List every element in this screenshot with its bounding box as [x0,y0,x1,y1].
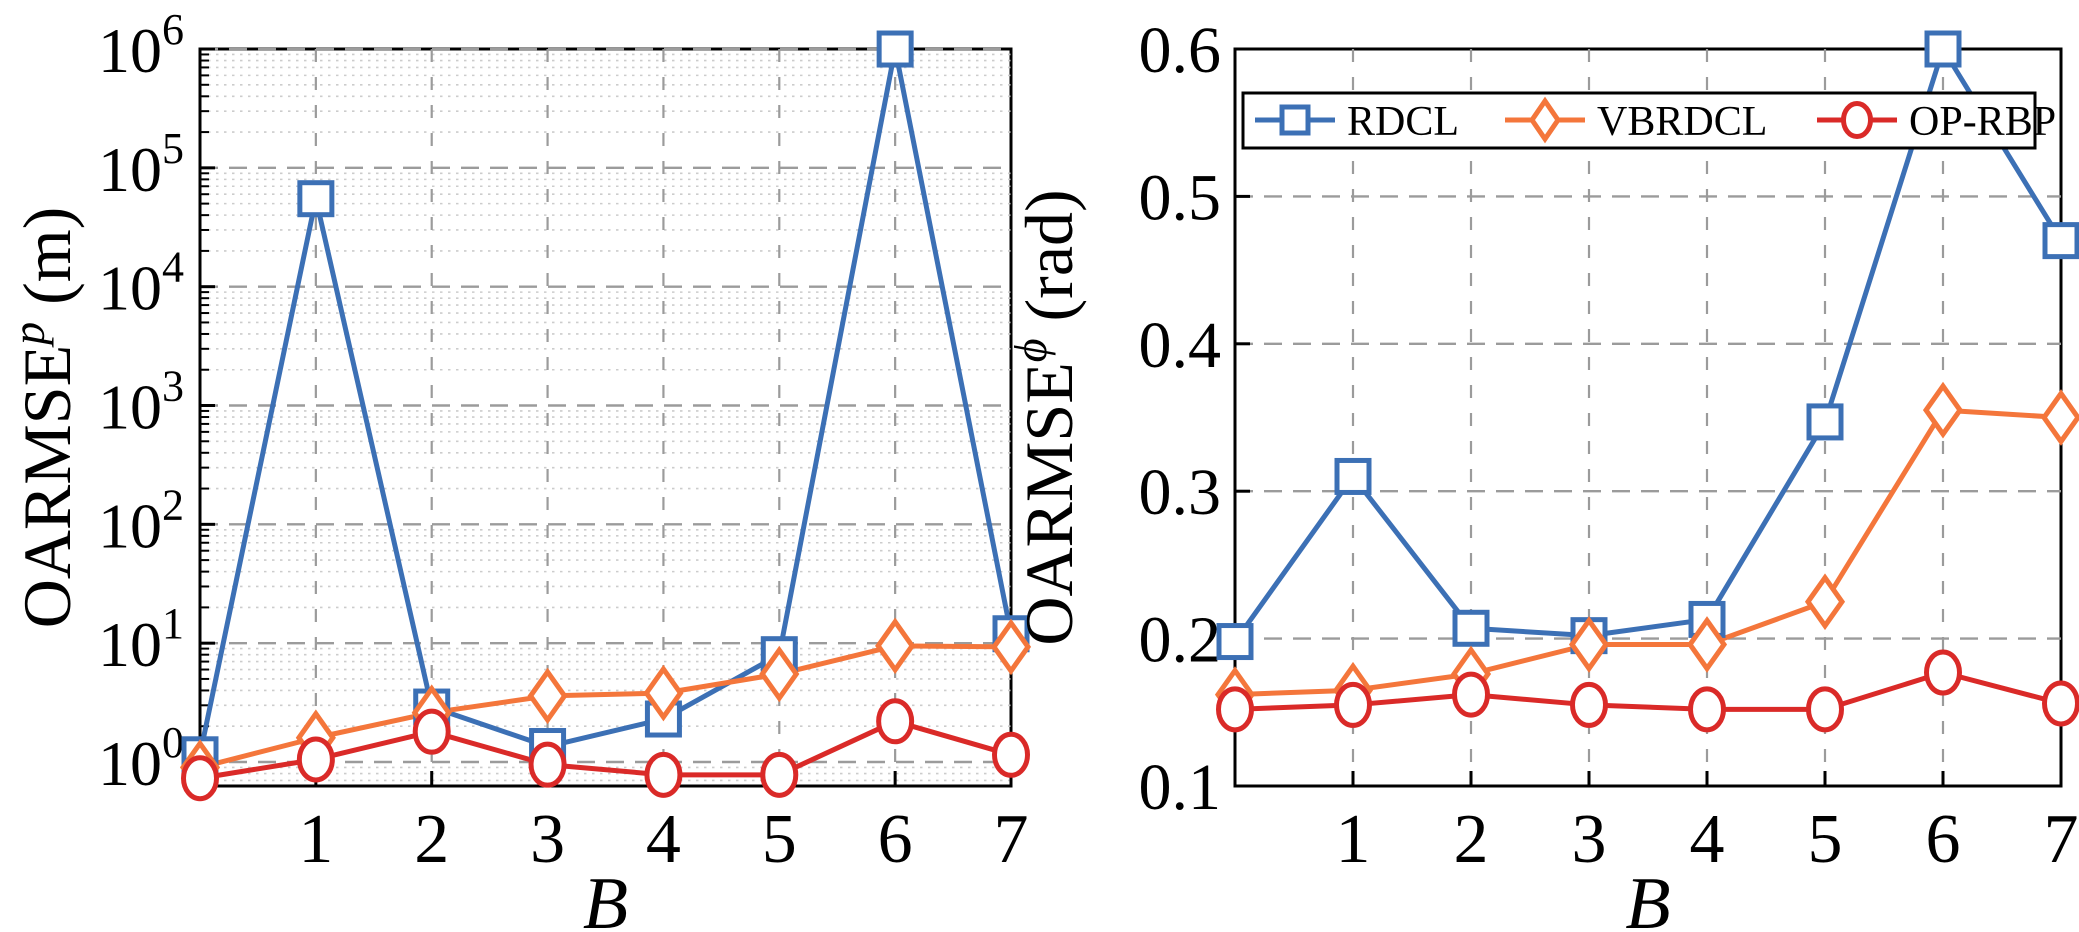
data-point-OP-RBP [760,751,799,798]
x-tick-label: 2 [414,801,449,878]
x-axis-label: B [583,863,628,932]
data-point-OP-RBP [644,751,683,798]
data-point-VBRDCL [875,617,916,675]
legend-label-RDCL: RDCL [1347,99,1459,145]
data-point-VBRDCL [1922,381,1964,439]
data-point-OP-RBP [1334,681,1372,728]
y-tick-label: 0.5 [1139,161,1222,234]
data-point-OP-RBP [296,736,335,783]
y-axis-label: OARMSEp (m) [3,207,85,629]
data-point-OP-RBP [1570,681,1608,728]
y-tick-label: 103 [98,362,184,443]
y-tick-label: 0.1 [1139,751,1222,824]
x-axis-label: B [1625,863,1670,932]
data-point-RDCL [1924,30,1962,68]
data-point-RDCL [1806,403,1844,441]
y-tick-label: 0.3 [1139,456,1222,529]
data-point-OP-RBP [1688,686,1726,733]
series-line-OP-RBP [199,718,1012,781]
y-tick-label: 104 [98,243,184,324]
series-line-VBRDCL [199,643,1012,770]
x-tick-label: 4 [1690,801,1725,878]
data-point-OP-RBP [412,708,451,755]
data-point-OP-RBP [1452,671,1490,718]
x-tick-label: 5 [1808,801,1843,878]
data-point-RDCL [876,30,914,68]
x-tick-label: 6 [878,801,913,878]
series-line-OP-RBP [1234,670,2062,712]
x-tick-label: 5 [762,801,797,878]
left-chart: 100 101 102 103 104 105 106 1 2 3 4 5 6 7 B OARMSEp (m) [3,5,1032,932]
y-tick-label: 0.6 [1139,14,1222,87]
legend-marker-RDCL [1279,104,1311,136]
data-point-VBRDCL [527,667,568,725]
data-point-VBRDCL [1686,616,1728,673]
data-point-RDCL [297,180,335,218]
x-tick-label: 3 [530,801,565,878]
legend-box [1241,91,2037,150]
legend-marker-OP-RBP [1841,101,1873,139]
data-point-RDCL [1216,623,1254,661]
y-tick-label: 105 [98,124,184,205]
series-line-RDCL [197,46,1014,756]
y-tick-label: 101 [98,599,184,680]
y-tick-label: 106 [98,5,184,86]
legend-marker-VBRDCL [1528,96,1562,144]
x-tick-label: 3 [1572,801,1607,878]
legend: RDCL VBRDCL OP-RBP [1241,91,2056,150]
data-point-OP-RBP [1924,649,1962,696]
x-tick-label: 6 [1926,801,1961,878]
data-point-OP-RBP [528,741,567,788]
x-tick-label: 7 [994,801,1029,878]
data-point-RDCL [1452,609,1490,647]
y-tick-label: 0.4 [1139,309,1222,382]
data-point-OP-RBP [992,731,1030,778]
x-tick-label: 2 [1454,801,1489,878]
data-point-OP-RBP [181,755,219,802]
legend-label-VBRDCL: VBRDCL [1597,99,1767,145]
legend-label-OP-RBP: OP-RBP [1909,99,2056,145]
y-tick-label: 0.2 [1139,604,1222,677]
y-axis-label: OARMSEϕ (rad) [1005,189,1087,645]
data-point-VBRDCL [2040,389,2079,446]
y-tick-label: 100 [98,718,184,799]
data-point-RDCL [1334,457,1372,495]
data-point-VBRDCL [1568,616,1610,673]
x-tick-label: 7 [2044,801,2079,878]
data-point-OP-RBP [1216,686,1254,733]
x-tick-label: 4 [646,801,681,878]
y-tick-label: 102 [98,480,184,561]
data-point-VBRDCL [643,664,684,722]
data-point-VBRDCL [1804,573,1846,631]
data-point-RDCL [2042,222,2079,260]
right-chart: 0.1 0.2 0.3 0.4 0.5 0.6 1 2 3 4 5 6 7 B OARMSEϕ (rad) R… [1005,14,2079,932]
data-point-OP-RBP [876,698,915,745]
data-point-VBRDCL [759,645,800,703]
data-point-OP-RBP [2042,680,2079,727]
x-tick-label: 1 [1336,801,1371,878]
data-point-OP-RBP [1806,686,1844,733]
series-line-VBRDCL [1234,407,2062,698]
x-tick-label: 1 [298,801,333,878]
data-point-VBRDCL [990,618,1032,676]
